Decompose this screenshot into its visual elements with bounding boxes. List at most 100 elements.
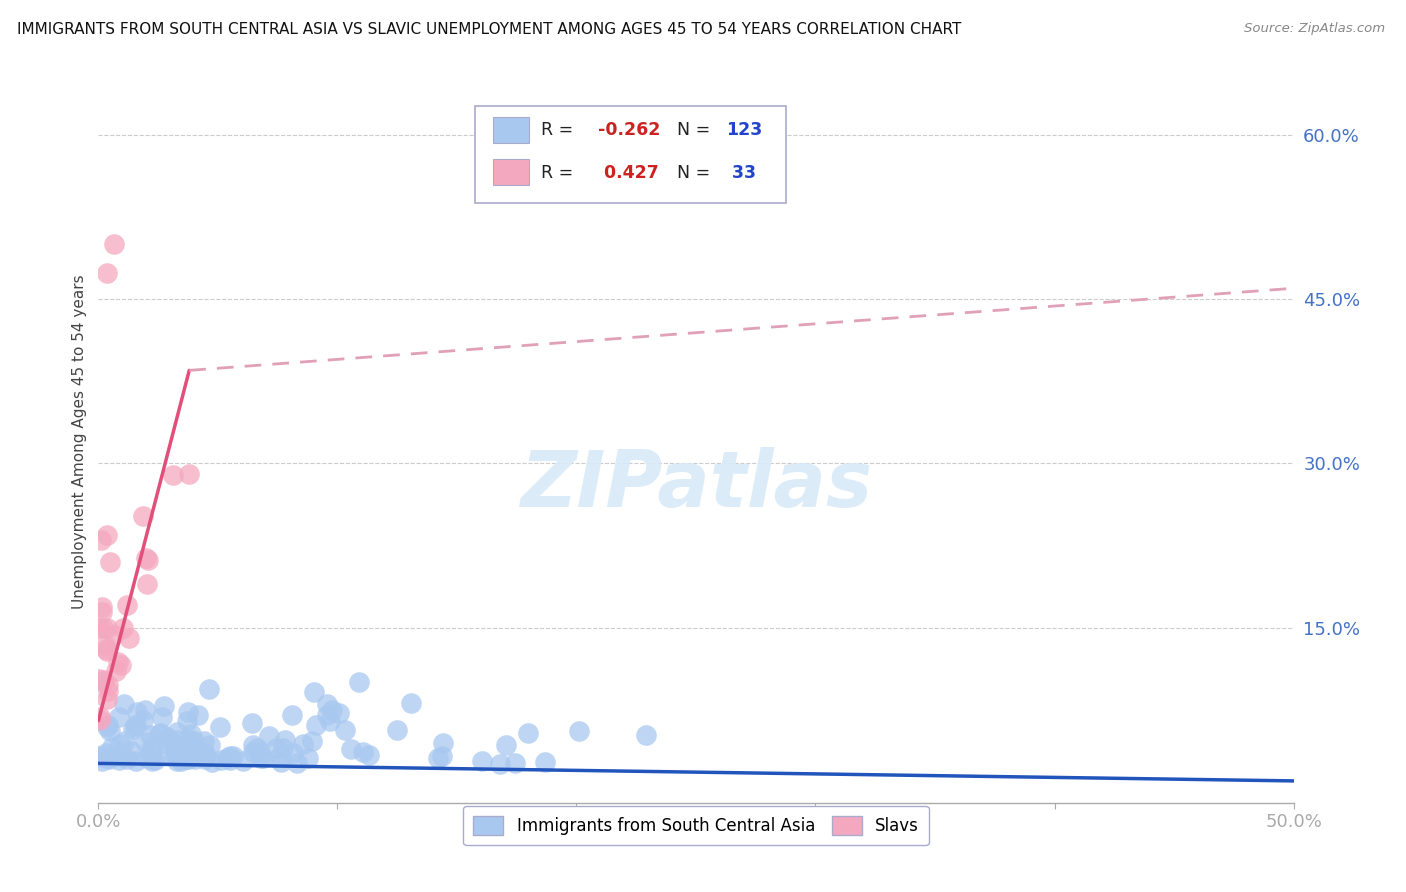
Point: [281, 747, 304, 761]
Point: [180, 738, 202, 752]
Point: [96, 266, 118, 280]
Point: [103, 627, 125, 641]
Point: [156, 730, 179, 744]
Point: [321, 703, 343, 717]
Point: [91, 605, 114, 619]
Point: [246, 741, 269, 756]
Point: [301, 734, 323, 748]
Text: R =: R =: [541, 164, 578, 182]
Point: [232, 754, 254, 768]
Point: [166, 724, 188, 739]
Point: [297, 750, 319, 764]
Point: [176, 752, 198, 766]
Point: [107, 748, 129, 763]
Point: [173, 739, 195, 754]
Point: [217, 751, 239, 765]
Point: [120, 743, 142, 757]
Point: [488, 757, 510, 772]
Point: [89, 748, 111, 763]
Point: [533, 755, 555, 769]
Point: [194, 752, 217, 766]
Point: [125, 754, 148, 768]
Point: [93, 675, 115, 690]
Point: [249, 745, 271, 759]
Point: [177, 467, 200, 482]
Point: [180, 727, 202, 741]
Point: [136, 552, 159, 566]
Point: [87, 750, 110, 764]
Point: [174, 743, 197, 757]
Point: [152, 699, 174, 714]
Point: [110, 748, 132, 763]
Point: [177, 731, 200, 746]
Point: [387, 723, 409, 738]
Point: [115, 599, 138, 613]
Point: [274, 733, 297, 747]
Point: [107, 710, 129, 724]
Point: [91, 754, 114, 768]
Point: [184, 752, 207, 766]
Text: ZIPatlas: ZIPatlas: [520, 447, 872, 523]
Point: [101, 739, 124, 754]
Point: [209, 753, 232, 767]
Point: [96, 691, 118, 706]
Point: [167, 743, 190, 757]
Legend: Immigrants from South Central Asia, Slavs: Immigrants from South Central Asia, Slav…: [463, 805, 929, 845]
FancyBboxPatch shape: [475, 105, 786, 203]
Point: [432, 748, 454, 763]
Point: [292, 737, 315, 751]
Text: N =: N =: [666, 164, 716, 182]
Point: [165, 737, 187, 751]
Point: [125, 705, 148, 719]
Point: [304, 718, 326, 732]
Point: [201, 755, 224, 769]
Point: [242, 738, 264, 752]
Point: [134, 703, 156, 717]
Point: [173, 748, 195, 763]
Point: [138, 728, 160, 742]
Point: [176, 705, 198, 719]
Point: [240, 716, 263, 731]
Point: [167, 733, 190, 747]
Point: [349, 675, 371, 690]
Point: [165, 744, 187, 758]
Point: [219, 748, 242, 763]
Point: [170, 754, 193, 768]
Point: [132, 714, 155, 728]
Point: [141, 755, 163, 769]
Point: [209, 720, 232, 734]
Point: [91, 621, 114, 635]
Point: [97, 717, 120, 731]
Point: [318, 714, 340, 728]
Point: [150, 710, 173, 724]
Point: [517, 725, 540, 739]
Point: [108, 753, 131, 767]
Point: [98, 750, 121, 764]
Point: [264, 740, 287, 755]
Point: [111, 621, 134, 635]
Point: [328, 706, 350, 720]
Point: [432, 736, 454, 750]
Point: [97, 684, 120, 698]
Point: [162, 468, 184, 483]
Point: [117, 631, 139, 645]
Text: Source: ZipAtlas.com: Source: ZipAtlas.com: [1244, 22, 1385, 36]
Point: [495, 739, 517, 753]
Point: [503, 756, 526, 770]
Point: [568, 723, 591, 738]
Text: N =: N =: [666, 121, 716, 139]
Point: [103, 237, 125, 252]
Text: IMMIGRANTS FROM SOUTH CENTRAL ASIA VS SLAVIC UNEMPLOYMENT AMONG AGES 45 TO 54 YE: IMMIGRANTS FROM SOUTH CENTRAL ASIA VS SL…: [17, 22, 962, 37]
Point: [401, 696, 423, 710]
Point: [93, 673, 115, 687]
Point: [194, 747, 217, 762]
Point: [427, 751, 450, 765]
Point: [250, 751, 273, 765]
Text: 0.427: 0.427: [598, 164, 659, 182]
Point: [259, 730, 281, 744]
Point: [340, 742, 363, 756]
Point: [90, 533, 112, 548]
Point: [107, 747, 129, 762]
Point: [287, 756, 309, 770]
Point: [96, 746, 118, 760]
